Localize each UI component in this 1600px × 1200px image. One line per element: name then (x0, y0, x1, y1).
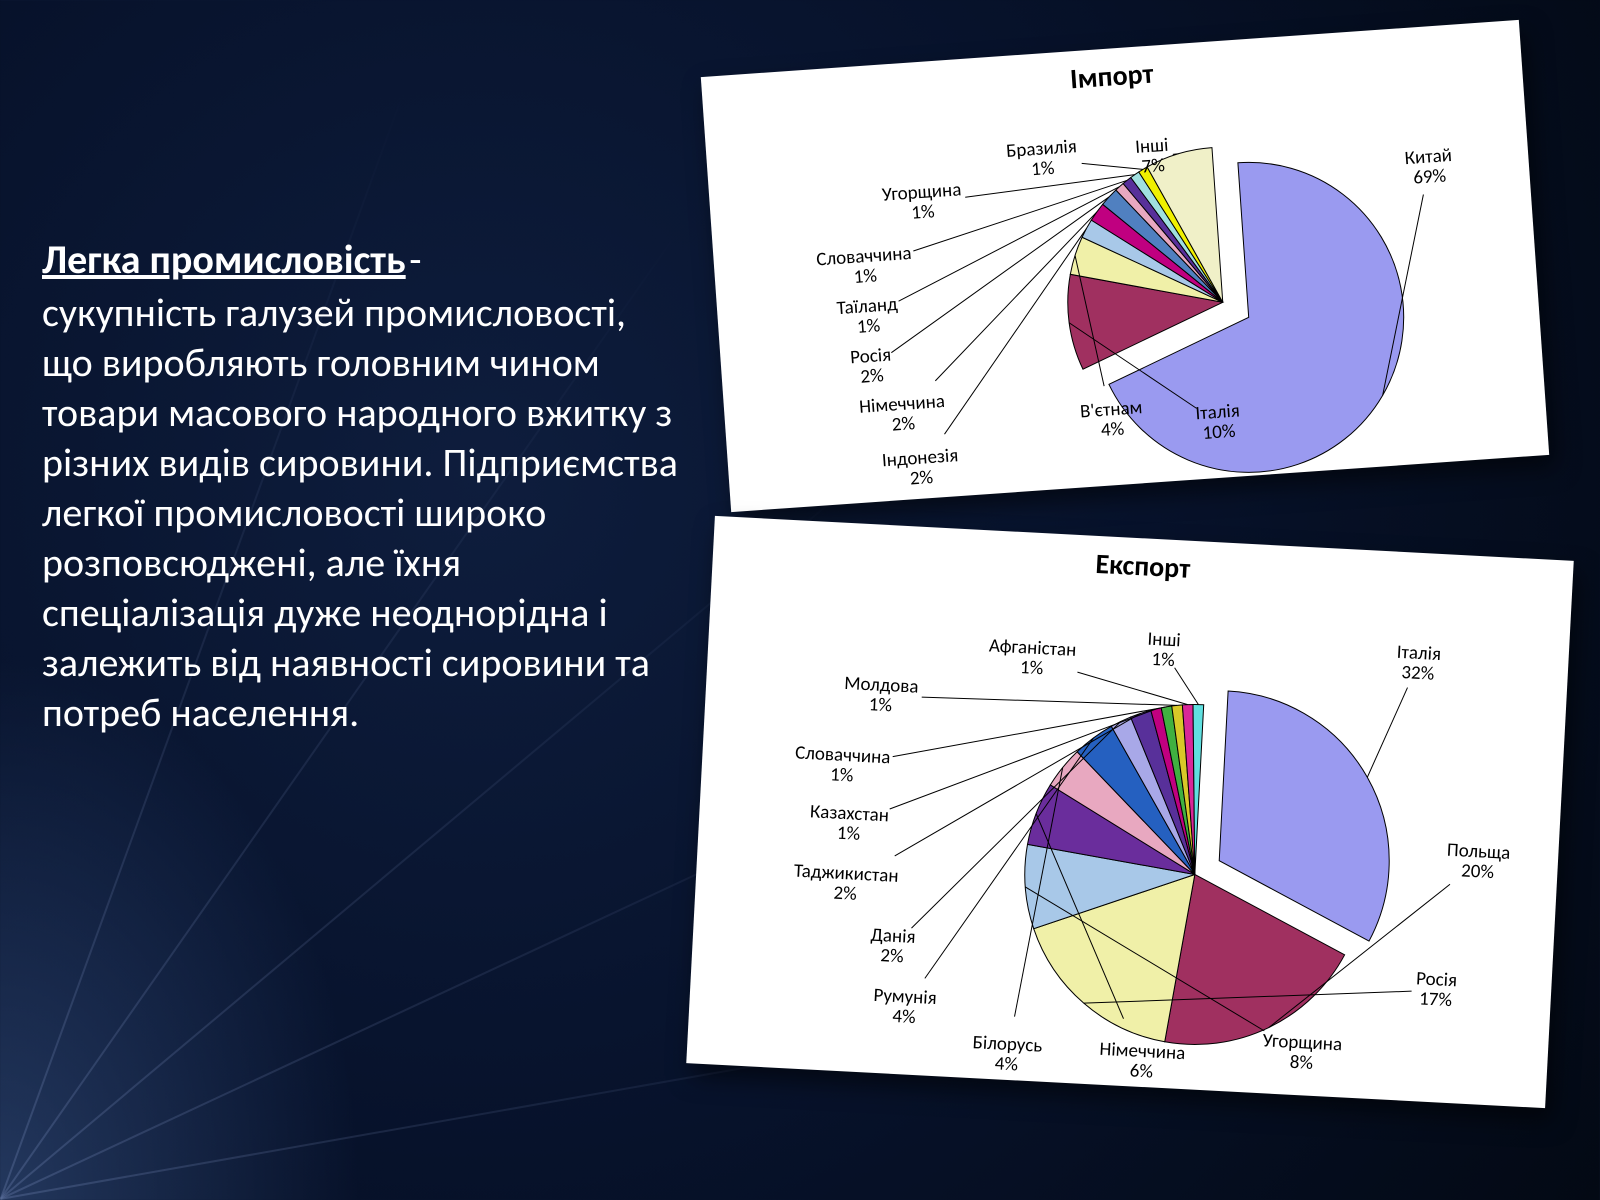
pie-slice-label: Інші7% (1135, 136, 1171, 178)
export-pie-wrap: Італія32% Польща20% Росія17% Угорщина8% Німе… (687, 567, 1571, 1095)
pie-slice-label: Німеччина2% (859, 392, 947, 438)
pie-slice-label: Італія10% (1195, 401, 1242, 444)
pie-slice-label: Румунія4% (872, 986, 937, 1029)
pie-slice-label: Бразилія1% (1006, 137, 1079, 182)
pie-slice-label: Таїланд1% (836, 295, 900, 339)
pie-slice-label: Китай69% (1404, 146, 1454, 189)
pie-slice-label: Росія17% (1415, 969, 1458, 1011)
pie-slice-label: Угорщина8% (1261, 1031, 1342, 1075)
pie-slice-label: Росія2% (850, 346, 894, 389)
pie-slice-label: Інші1% (1146, 630, 1181, 672)
slide-body: сукупність галузей промисловості, що вир… (42, 288, 682, 738)
pie-slice-label: Афганістан1% (987, 636, 1076, 680)
pie-slice-label: Німеччина6% (1098, 1040, 1186, 1084)
pie-slice-label: Словаччина1% (816, 244, 914, 290)
import-chart-card: Імпорт Китай69%Італія10%В'єтнам4%Індонез… (701, 20, 1549, 512)
pie-slice-label: Казахстан1% (808, 802, 889, 846)
pie-slice-label: Білорусь4% (971, 1033, 1043, 1076)
pie-svg (704, 71, 1550, 523)
export-chart-card: Експорт Італія32%Польща20%Росія17%Угорщи… (686, 516, 1574, 1108)
pie-slice-label: Словаччина1% (794, 743, 891, 788)
pie-slice-label: Молдова1% (843, 674, 919, 718)
pie-slice-label: Таджикистан2% (792, 862, 899, 907)
pie-slice-label: Італія32% (1395, 643, 1441, 685)
pie-slice-label: Польща20% (1445, 841, 1510, 884)
heading-dash: - (409, 235, 421, 284)
text-block: Легка промисловість - сукупність галузей… (42, 235, 682, 738)
import-pie-wrap: Китай69% Італія10% В'єтнам4% Індонезія2% Нім… (704, 71, 1548, 499)
pie-slice-label: В'єтнам4% (1079, 398, 1144, 442)
slide-heading: Легка промисловість (42, 235, 406, 284)
pie-slice-label: Індонезія2% (881, 446, 960, 491)
pie-slice-label: Угорщина1% (881, 180, 963, 225)
pie-slice-label: Данія2% (869, 926, 916, 968)
